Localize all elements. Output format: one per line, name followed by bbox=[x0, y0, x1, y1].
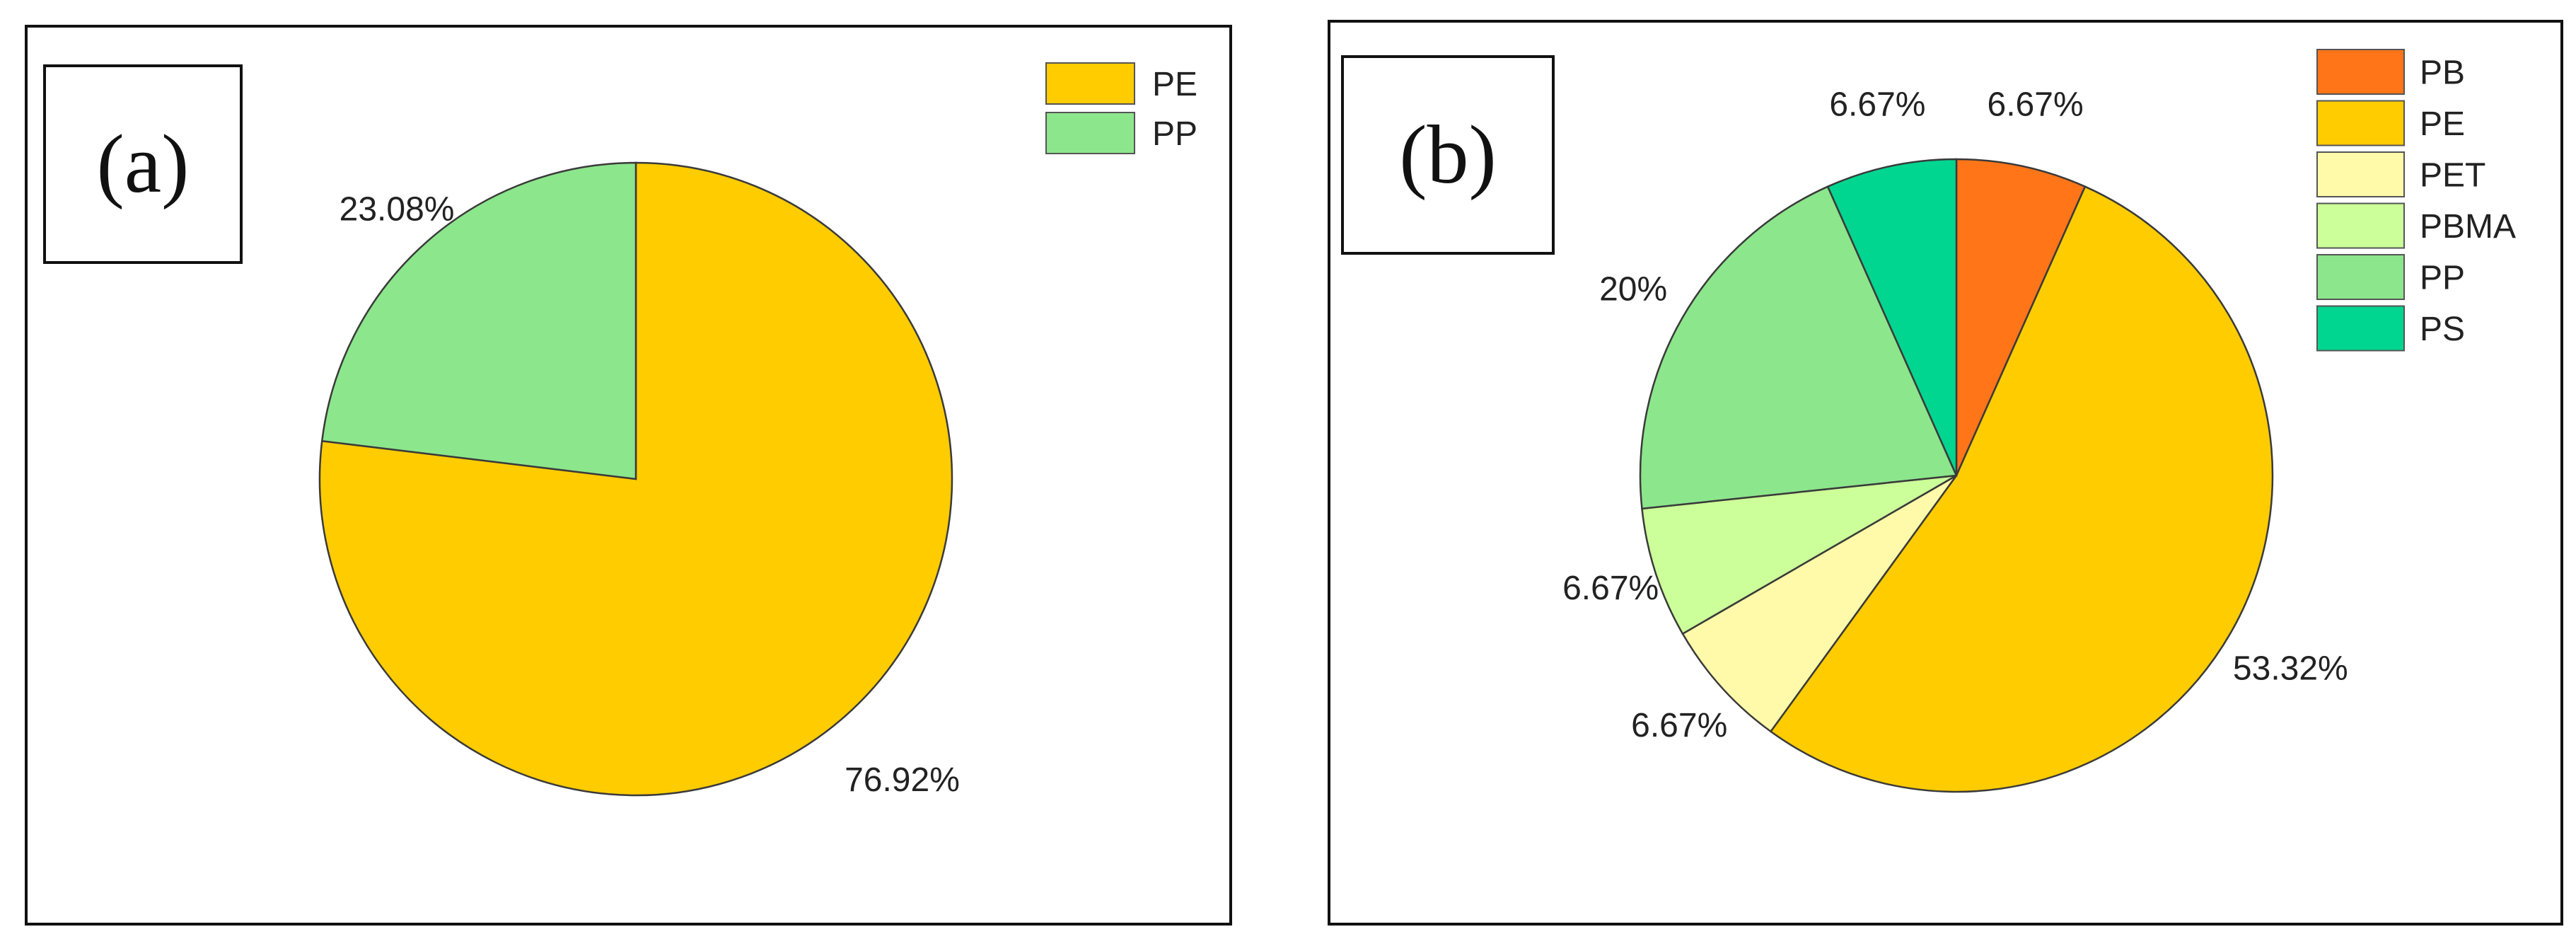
legend-swatch-pbma bbox=[2316, 202, 2405, 249]
pie-slice-pp bbox=[320, 161, 637, 480]
legend-swatch-pp bbox=[1045, 112, 1135, 154]
legend-swatch-pe bbox=[1045, 62, 1135, 105]
legend-label-pp: PP bbox=[1152, 115, 1197, 153]
legend-swatch-pe bbox=[2316, 100, 2405, 146]
legend-swatch-pet bbox=[2316, 151, 2405, 197]
pie-slice-pet bbox=[1681, 474, 1958, 733]
pie-slice-pe bbox=[1769, 185, 2274, 793]
pie-slice-pp bbox=[1639, 185, 1958, 510]
legend-label-pe: PE bbox=[2420, 105, 2465, 143]
panel-label-b: (b) bbox=[1341, 55, 1555, 255]
legend-swatch-pp bbox=[2316, 254, 2405, 300]
slice-label-pp: 20% bbox=[1599, 270, 1667, 308]
slice-label-pp: 23.08% bbox=[340, 191, 455, 229]
panel-label-a: (a) bbox=[43, 64, 243, 264]
pie-slice-ps bbox=[1826, 158, 1958, 476]
legend-label-pbma: PBMA bbox=[2420, 208, 2516, 246]
slice-label-pe: 76.92% bbox=[845, 761, 960, 799]
legend-swatch-ps bbox=[2316, 305, 2405, 352]
slice-label-pet: 6.67% bbox=[1631, 707, 1727, 744]
pie-chart-a: 76.92% 23.08% PE PP bbox=[318, 62, 1197, 799]
slice-label-pe: 53.32% bbox=[2233, 650, 2348, 688]
legend-swatch-pb bbox=[2316, 49, 2405, 95]
pie-slice-pbma bbox=[1641, 474, 1957, 635]
legend-label-pp: PP bbox=[2420, 260, 2465, 297]
chart-panel-b: (b) 6.67% 53.32% 6.67% 6.67% 20% 6.67% PB PE PET… bbox=[1328, 20, 2563, 926]
slice-label-pb: 6.67% bbox=[1988, 86, 2084, 123]
chart-panel-a: (a) 76.92% 23.08% PE PP bbox=[25, 25, 1232, 926]
legend-label-pe: PE bbox=[1152, 66, 1197, 103]
legend-label-pet: PET bbox=[2420, 157, 2485, 195]
slice-label-ps: 6.67% bbox=[1829, 86, 1925, 123]
legend-label-ps: PS bbox=[2420, 311, 2465, 348]
pie-slice-pb bbox=[1955, 158, 2087, 476]
pie-chart-b: 6.67% 53.32% 6.67% 6.67% 20% 6.67% PB PE PET PBMA… bbox=[1562, 49, 2516, 793]
slice-label-pbma: 6.67% bbox=[1562, 570, 1659, 607]
legend-label-pb: PB bbox=[2420, 54, 2465, 92]
